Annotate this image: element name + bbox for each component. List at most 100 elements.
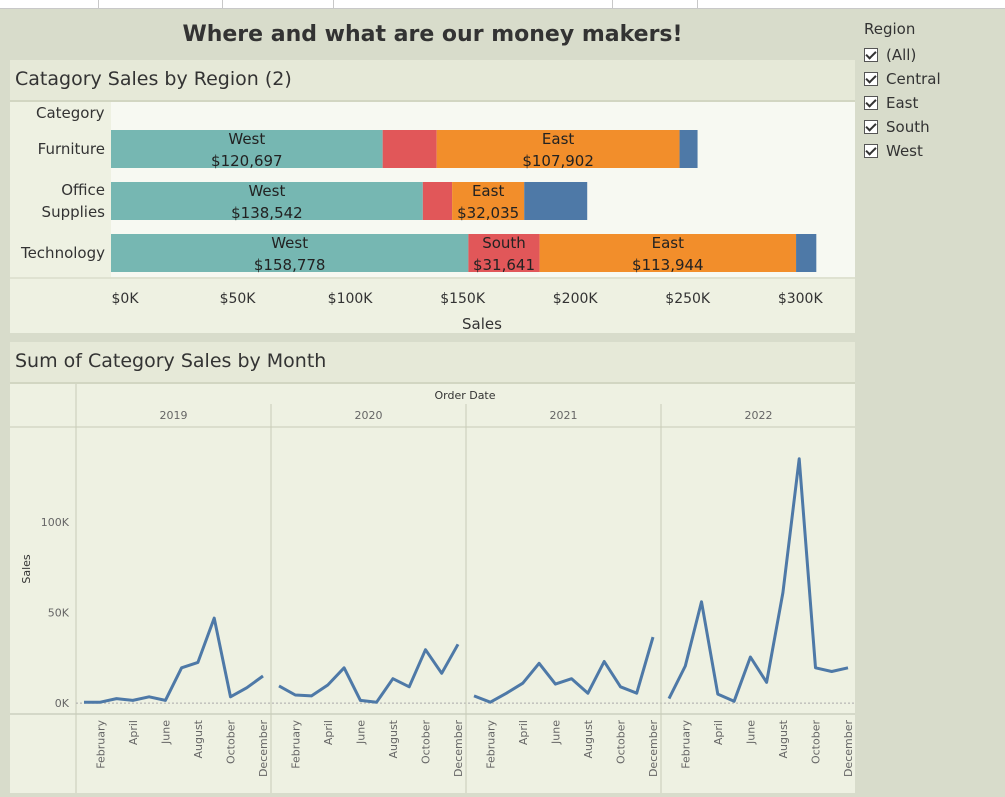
line-x-tick-label: December xyxy=(257,720,270,778)
region-filter-item[interactable]: East xyxy=(864,91,941,115)
bar-data-label-value: $31,641 xyxy=(473,256,535,274)
bar-data-label-name: East xyxy=(652,234,684,252)
bar-chart-header: Catagory Sales by Region (2) xyxy=(10,60,855,102)
line-x-tick-label: April xyxy=(712,720,725,745)
bar-category-label: Technology xyxy=(20,244,105,262)
checkbox-icon[interactable] xyxy=(864,144,878,158)
filter-item-label: Central xyxy=(886,70,941,88)
dashboard-title: Where and what are our money makers! xyxy=(182,22,683,47)
bar-data-label-name: West xyxy=(248,182,285,200)
bar-chart-panel: Category Furniture West $120,697 East $107,90… xyxy=(10,102,855,333)
line-chart-header: Sum of Category Sales by Month xyxy=(10,342,855,384)
line-year-label: 2022 xyxy=(745,409,773,422)
bar-x-tick-label: $100K xyxy=(328,291,374,307)
bar-category-label: Furniture xyxy=(38,140,105,158)
checkbox-icon[interactable] xyxy=(864,96,878,110)
line-x-tick-label: June xyxy=(354,720,367,745)
line-y-axis-title: Sales xyxy=(20,554,33,584)
bar-data-label-name: South xyxy=(482,234,526,252)
filter-item-label: West xyxy=(886,142,923,160)
bar-segment xyxy=(111,130,383,168)
bar-data-label-name: East xyxy=(542,130,574,148)
line-series-2019 xyxy=(84,616,264,704)
line-chart-title: Sum of Category Sales by Month xyxy=(15,350,327,372)
checkbox-icon[interactable] xyxy=(864,72,878,86)
bar-segment xyxy=(796,234,817,272)
bar-x-tick-label: $50K xyxy=(220,291,257,307)
line-series-2020 xyxy=(278,643,460,704)
bar-x-tick-label: $200K xyxy=(553,291,599,307)
bar-segment xyxy=(468,234,540,272)
line-x-tick-label: February xyxy=(289,720,302,769)
line-x-tick-label: February xyxy=(484,720,497,769)
line-x-tick-label: February xyxy=(679,720,692,769)
bar-segment xyxy=(382,130,437,168)
bar-segment xyxy=(679,130,698,168)
line-x-tick-label: December xyxy=(647,720,660,778)
line-y-tick-label: 0K xyxy=(55,697,70,710)
region-filter-title: Region xyxy=(864,20,916,38)
line-x-tick-label: August xyxy=(192,719,205,758)
line-x-tick-label: December xyxy=(842,720,855,778)
bar-chart-title: Catagory Sales by Region (2) xyxy=(15,68,292,90)
line-x-tick-label: June xyxy=(549,720,562,745)
line-series-2022 xyxy=(667,457,849,703)
line-x-tick-label: October xyxy=(419,720,432,764)
bar-category-label: Supplies xyxy=(42,203,106,221)
line-x-tick-label: February xyxy=(94,720,107,769)
filter-item-label: (All) xyxy=(886,46,917,64)
bar-segment xyxy=(422,182,453,220)
line-x-tick-label: October xyxy=(224,720,237,764)
bar-data-label-value: $120,697 xyxy=(211,152,283,170)
region-filter: Region (All) Central East South West xyxy=(864,20,941,163)
line-x-tick-label: December xyxy=(452,720,465,778)
checkbox-icon[interactable] xyxy=(864,48,878,62)
line-x-tick-label: April xyxy=(517,720,530,745)
line-y-tick-label: 100K xyxy=(41,516,70,529)
line-x-tick-label: August xyxy=(777,719,790,758)
checkbox-icon[interactable] xyxy=(864,120,878,134)
bar-x-tick-label: $250K xyxy=(665,291,711,307)
line-column-header: Order Date xyxy=(434,389,495,402)
bar-category-label: Office xyxy=(61,181,105,199)
bar-data-label-value: $32,035 xyxy=(457,204,519,222)
bar-data-label-value: $158,778 xyxy=(254,256,326,274)
region-filter-item[interactable]: West xyxy=(864,139,941,163)
bar-data-label-name: East xyxy=(472,182,504,200)
line-y-tick-label: 50K xyxy=(48,607,70,620)
line-x-tick-label: August xyxy=(387,719,400,758)
bar-segment xyxy=(111,234,469,272)
line-x-tick-label: April xyxy=(322,720,335,745)
bar-x-tick-label: $150K xyxy=(440,291,486,307)
bar-data-label-value: $138,542 xyxy=(231,204,303,222)
line-x-tick-label: June xyxy=(744,720,757,745)
bar-x-tick-label: $0K xyxy=(112,291,140,307)
bar-segment xyxy=(436,130,680,168)
bar-data-label-name: West xyxy=(228,130,265,148)
region-filter-item[interactable]: South xyxy=(864,115,941,139)
region-filter-item[interactable]: (All) xyxy=(864,43,941,67)
bar-segment xyxy=(524,182,588,220)
line-x-tick-label: June xyxy=(159,720,172,745)
line-x-tick-label: April xyxy=(127,720,140,745)
bar-x-axis-title: Sales xyxy=(462,315,502,333)
top-toolbar-strip xyxy=(0,0,1005,9)
bar-row-header: Category xyxy=(36,104,105,122)
bar-segment xyxy=(452,182,525,220)
line-x-tick-label: October xyxy=(809,720,822,764)
bar-data-label-value: $107,902 xyxy=(522,152,594,170)
line-x-tick-label: October xyxy=(614,720,627,764)
line-year-label: 2021 xyxy=(550,409,578,422)
line-series-2021 xyxy=(473,636,655,704)
line-year-label: 2019 xyxy=(160,409,188,422)
bar-data-label-value: $113,944 xyxy=(632,256,704,274)
line-year-label: 2020 xyxy=(355,409,383,422)
line-chart: Order Date 0K 50K 100K Sales 2019 February Apri… xyxy=(10,384,855,793)
bar-chart: Category Furniture West $120,697 East $107,90… xyxy=(10,102,855,333)
line-chart-panel: Order Date 0K 50K 100K Sales 2019 February Apri… xyxy=(10,384,855,793)
bar-x-tick-label: $300K xyxy=(778,291,824,307)
line-x-tick-label: August xyxy=(582,719,595,758)
region-filter-item[interactable]: Central xyxy=(864,67,941,91)
filter-item-label: East xyxy=(886,94,919,112)
bar-data-label-name: West xyxy=(271,234,308,252)
